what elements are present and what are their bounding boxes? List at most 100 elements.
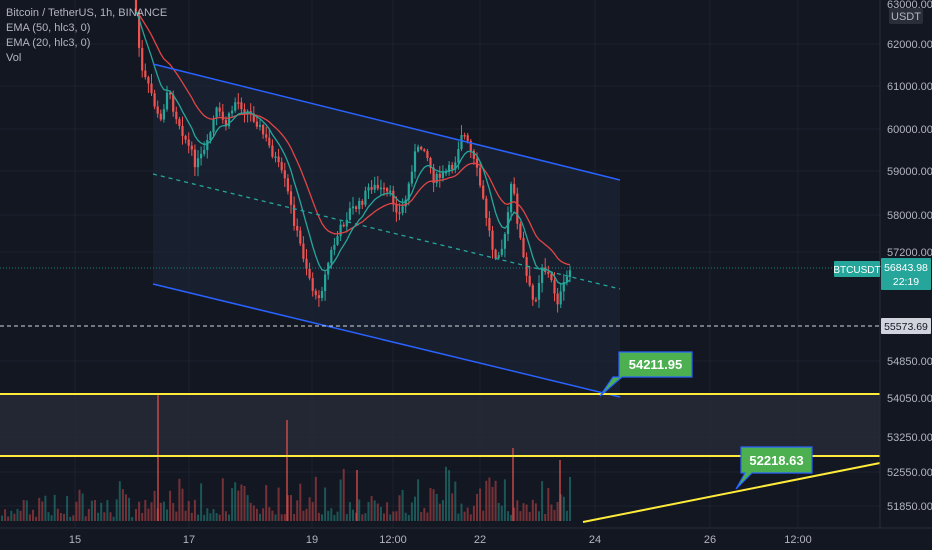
- volume-bar: [87, 508, 90, 521]
- candle-body: [503, 234, 506, 249]
- volume-bar: [121, 489, 124, 521]
- time-tick-label: 15: [69, 534, 81, 546]
- volume-bar: [556, 501, 559, 521]
- volume-bar: [376, 503, 379, 521]
- volume-bar: [293, 514, 296, 521]
- candle-body: [252, 113, 255, 122]
- candle-body: [417, 146, 420, 152]
- chart-legend[interactable]: Bitcoin / TetherUS, 1h, BINANCE EMA (50,…: [6, 6, 167, 66]
- candle-body: [500, 248, 503, 256]
- candle-body: [203, 149, 206, 154]
- volume-bar: [519, 511, 522, 521]
- candle-body: [429, 158, 432, 168]
- volume-bar: [404, 512, 407, 521]
- volume-bar: [454, 481, 457, 521]
- volume-bar: [432, 489, 435, 521]
- candle-body: [423, 149, 426, 152]
- trendline[interactable]: [582, 462, 881, 523]
- channel-upper-line[interactable]: [152, 63, 621, 181]
- volume-bar: [383, 513, 385, 521]
- candle-body: [280, 162, 283, 171]
- candle-body: [482, 185, 485, 199]
- candle-body: [172, 94, 175, 112]
- candle-body: [231, 110, 234, 114]
- candle-body: [234, 102, 237, 111]
- volume-bar: [392, 511, 395, 521]
- candle-body: [370, 187, 373, 190]
- time-axis[interactable]: 15 17 19 12:00 22 24 26 12:00: [0, 527, 932, 550]
- volume-bar: [75, 501, 78, 521]
- candle-body: [246, 111, 249, 113]
- channel-lower-line[interactable]: [152, 283, 621, 398]
- legend-ema50[interactable]: EMA (50, hlc3, 0): [6, 22, 91, 34]
- countdown-value: 22:19: [893, 276, 919, 288]
- volume-bar: [274, 514, 277, 521]
- candle-body: [460, 135, 463, 150]
- volume-bar: [4, 509, 7, 521]
- volume-bar: [414, 496, 416, 521]
- volume-bar: [243, 486, 246, 521]
- volume-bar: [203, 514, 206, 521]
- volume-bar: [463, 511, 466, 521]
- candle-body: [311, 278, 314, 291]
- volume-bar: [78, 489, 81, 521]
- candle-body: [175, 111, 178, 120]
- callout-upper[interactable]: 54211.95: [599, 351, 693, 397]
- candle-body: [215, 107, 218, 119]
- volume-bar: [212, 509, 215, 521]
- volume-bar: [215, 513, 218, 521]
- callout-lower[interactable]: 52218.63: [735, 446, 813, 490]
- volume-bar: [259, 513, 261, 521]
- volume-bar: [172, 503, 175, 521]
- time-ticks: 15 17 19 12:00 22 24 26 12:00: [69, 534, 812, 546]
- unit-label: USDT: [891, 11, 921, 23]
- current-price-badge[interactable]: [881, 258, 931, 290]
- symbol-badge[interactable]: [834, 261, 880, 277]
- candle-body: [336, 236, 339, 245]
- candle-body: [314, 290, 317, 296]
- candle-body: [187, 139, 190, 146]
- candle-body: [271, 145, 274, 157]
- volume-bar: [441, 500, 444, 521]
- volume-bar: [44, 495, 47, 521]
- volume-bar: [32, 509, 34, 521]
- volume-bars: [1, 394, 571, 521]
- candle-body: [410, 171, 413, 184]
- candle-body: [379, 187, 382, 190]
- volume-bar: [479, 488, 482, 521]
- volume-bar: [348, 502, 351, 521]
- unit-badge[interactable]: [889, 8, 923, 24]
- candle-body: [547, 271, 550, 274]
- price-axis[interactable]: 63000.00 USDT 62000.00 61000.00 60000.00 59…: [833, 0, 932, 528]
- candle-body: [165, 92, 169, 110]
- ema-20-line[interactable]: [135, 11, 571, 285]
- legend-symbol[interactable]: Bitcoin / TetherUS, 1h, BINANCE: [6, 7, 168, 19]
- volume-bar: [66, 496, 69, 521]
- volume-bar: [150, 502, 153, 521]
- volume-bar: [482, 510, 485, 521]
- volume-bar: [197, 514, 199, 521]
- legend-ema20[interactable]: EMA (20, hlc3, 0): [6, 37, 91, 49]
- volume-bar: [237, 490, 240, 521]
- candle-body: [277, 156, 280, 163]
- candle-body: [420, 146, 423, 150]
- price-tick-label: 54050.00: [887, 393, 932, 405]
- candle-body: [262, 125, 265, 135]
- candle-body: [537, 283, 541, 300]
- legend-vol[interactable]: Vol: [6, 52, 22, 64]
- candle-body: [296, 225, 299, 231]
- candle-body: [351, 206, 355, 209]
- dashed-level-badge[interactable]: [881, 318, 931, 334]
- volume-bar: [457, 513, 460, 521]
- candle-body: [479, 167, 482, 186]
- channel-mid-line[interactable]: [152, 173, 621, 290]
- candle-body: [209, 132, 212, 141]
- time-axis-background: [0, 528, 932, 550]
- volume-bar: [81, 493, 84, 521]
- candle-body: [491, 230, 494, 250]
- candle-body: [181, 125, 184, 136]
- callout-upper-text: 54211.95: [629, 357, 683, 372]
- candle-body: [404, 199, 407, 207]
